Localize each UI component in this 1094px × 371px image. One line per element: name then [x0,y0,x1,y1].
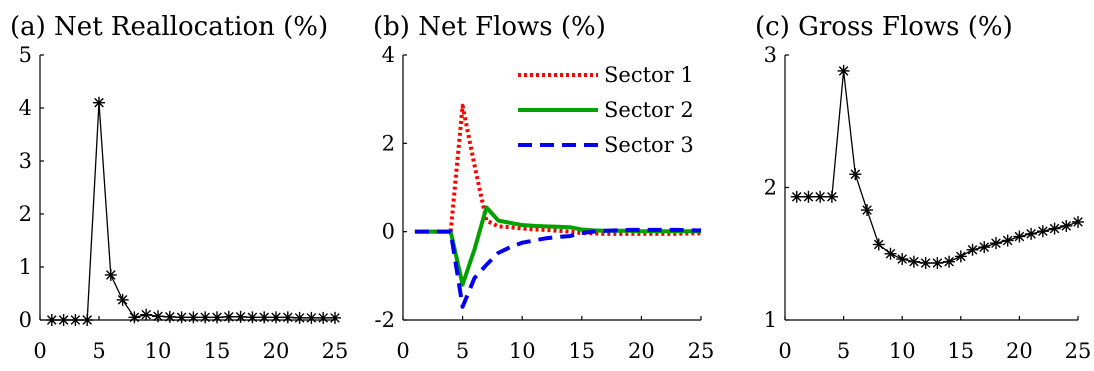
data-point [234,310,247,323]
chart-panel-1: (a) Net Reallocation (%) 0 1 2 3 4 5 0 5 10 15 20 25 [10,12,348,363]
data-point [211,311,223,324]
data-point [281,311,294,324]
y-tick-label: 2 [19,202,32,226]
x-tick-label: 15 [568,339,595,363]
y-tick-label: 3 [19,149,32,173]
data-point [81,314,94,326]
data-point [258,311,271,324]
data-point [187,311,200,324]
data-point [317,311,330,324]
data-point [907,255,920,268]
data-point [954,250,967,263]
x-tick-label: 5 [92,339,105,363]
data-point [896,253,909,266]
x-tick-label: 15 [947,339,974,363]
x-tick-label: 25 [688,339,715,363]
data-point [1001,234,1014,247]
x-tick-label: 10 [145,339,172,363]
data-point [45,314,58,326]
y-tick-label: 4 [19,96,32,120]
x-tick-label: 0 [396,339,409,363]
data-point [1013,230,1026,243]
data-point [222,310,235,323]
data-point [104,268,117,281]
data-point [861,204,874,217]
data-point [305,311,318,324]
data-point [270,311,282,324]
series-line-1 [51,102,335,321]
data-point [931,257,944,270]
data-point [989,237,1002,250]
data-point [790,190,803,203]
data-point [199,311,212,324]
x-tick-label: 0 [778,339,791,363]
x-tick-label: 25 [1065,339,1092,363]
x-tick-label: 10 [889,339,916,363]
chart-panel-3: (c) Gross Flows (%) 1 2 3 0 5 10 15 20 25 [755,12,1091,363]
data-point [1025,227,1038,240]
data-point [140,308,153,321]
y-tick-label: -2 [375,308,395,332]
x-tick-label: 20 [263,339,290,363]
x-tick-label: 5 [837,339,850,363]
data-point [849,168,862,181]
series-line-1 [414,103,701,236]
data-point [246,311,259,324]
data-point [152,310,164,323]
x-tick-label: 0 [33,339,46,363]
x-tick-label: 10 [509,339,536,363]
y-tick-label: 2 [764,176,777,200]
data-point [128,311,141,324]
y-tick-label: 1 [19,255,32,279]
data-point [825,190,838,203]
data-point [69,314,82,326]
x-tick-label: 15 [204,339,231,363]
series-line-3 [414,227,701,309]
data-point [93,96,105,109]
data-point [1060,219,1073,232]
y-tick-label: 1 [764,308,777,332]
legend: Sector 1 Sector 2 Sector 3 [518,63,694,157]
data-point [884,247,897,260]
chart-title: (c) Gross Flows (%) [755,12,1013,42]
data-point [966,243,979,256]
x-tick-label: 20 [1006,339,1033,363]
data-point [116,293,129,306]
y-tick-label: 3 [764,43,777,67]
data-point [837,64,850,77]
chart-title: (a) Net Reallocation (%) [10,12,328,42]
x-tick-label: 5 [456,339,469,363]
legend-label: Sector 2 [604,98,694,122]
data-point [1048,222,1061,235]
legend-label: Sector 3 [604,133,694,157]
data-point [919,257,932,270]
data-point [978,241,991,254]
legend-label: Sector 1 [604,63,694,87]
data-point [1072,215,1084,228]
x-tick-label: 25 [322,339,349,363]
data-point [872,238,885,251]
data-point [175,311,188,324]
y-tick-label: 2 [382,131,395,155]
data-point [943,255,956,268]
chart-title: (b) Net Flows (%) [373,12,606,42]
data-point [293,311,306,324]
data-point [329,311,341,324]
data-point [814,190,827,203]
data-point [163,310,176,323]
y-tick-label: 4 [382,43,395,67]
y-tick-label: 0 [382,220,395,244]
y-tick-label: 5 [19,43,32,67]
x-tick-label: 20 [628,339,655,363]
data-point [57,314,70,326]
data-point [1036,225,1049,238]
data-point [802,190,815,203]
y-tick-label: 0 [19,308,32,332]
